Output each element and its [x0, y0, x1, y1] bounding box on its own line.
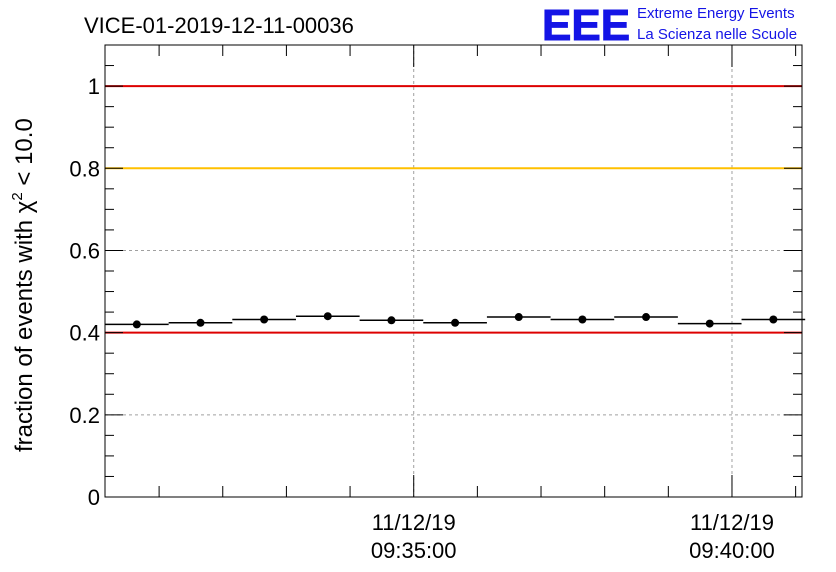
x-tick-label-date: 11/12/19	[372, 510, 456, 535]
y-tick-label: 0	[88, 485, 100, 510]
logo-line-2: La Scienza nelle Scuole	[637, 26, 797, 43]
chart-title: VICE-01-2019-12-11-00036	[84, 13, 354, 38]
y-axis-label: fraction of events with χ2 < 10.0	[9, 118, 38, 452]
y-tick-label: 0.4	[69, 321, 100, 346]
data-point	[514, 313, 523, 322]
x-tick-label-time: 09:40:00	[689, 538, 775, 563]
data-point	[387, 316, 396, 325]
y-tick-label: 0.6	[69, 238, 100, 263]
data-point	[196, 318, 205, 327]
y-tick-label: 0.8	[69, 156, 100, 181]
data-point	[451, 318, 460, 327]
logo-line-1: Extreme Energy Events	[637, 5, 795, 22]
y-axis-label-symbol: χ	[11, 200, 38, 213]
data-point	[132, 320, 141, 329]
x-tick-label-date: 11/12/19	[690, 510, 774, 535]
y-axis: 0 0.2 0.4 0.6 0.8 1	[69, 44, 802, 510]
eee-logo: EEE Extreme Energy Events La Scienza nel…	[542, 1, 798, 51]
data-point	[260, 315, 269, 324]
data-point	[769, 315, 778, 324]
grid	[105, 45, 802, 497]
data-series	[105, 312, 806, 329]
data-point	[705, 319, 714, 328]
y-axis-label-prefix: fraction of events with	[11, 213, 38, 452]
y-axis-label-suffix: < 10.0	[11, 118, 38, 192]
x-tick-label-time: 09:35:00	[371, 538, 457, 563]
data-point	[642, 313, 651, 322]
data-point	[578, 315, 587, 324]
y-tick-label: 1	[88, 74, 100, 99]
x-axis: 11/12/19 09:35:00 11/12/19 09:40:00	[158, 45, 797, 563]
y-tick-label: 0.2	[69, 403, 100, 428]
plot-frame	[104, 44, 803, 498]
reference-lines	[105, 85, 802, 334]
y-axis-label-superscript: 2	[9, 192, 26, 200]
data-point	[323, 312, 332, 321]
logo-mark: EEE	[542, 1, 630, 50]
